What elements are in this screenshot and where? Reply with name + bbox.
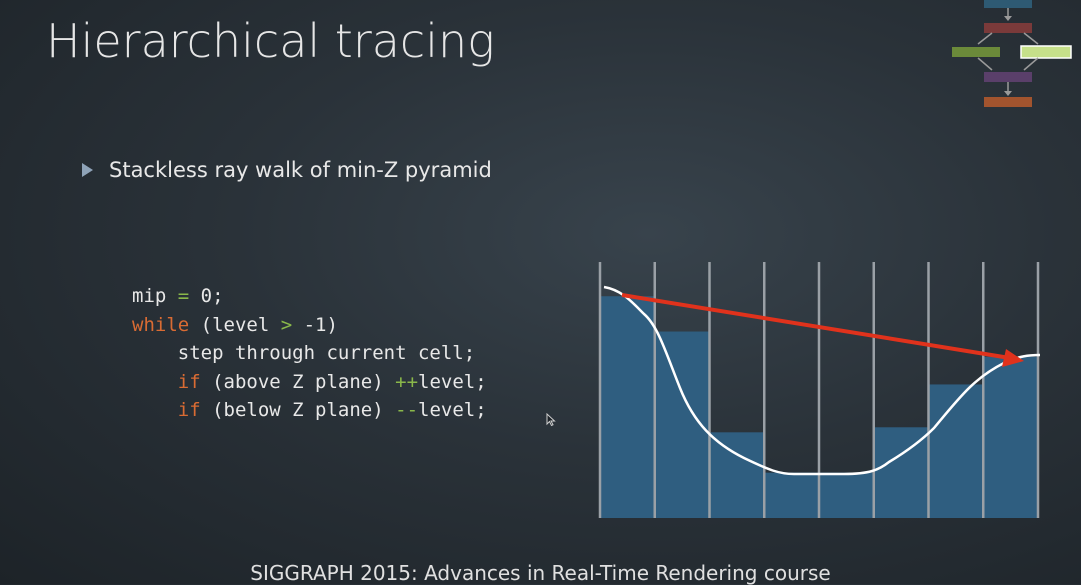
code-token: (above Z plane): [200, 370, 396, 393]
mini-bottom-box: [984, 97, 1032, 107]
code-operator: ++: [395, 370, 419, 393]
code-line-3: step through current cell;: [132, 339, 487, 368]
bullet-triangle-icon: [82, 163, 93, 177]
bullet-item: Stackless ray walk of min-Z pyramid: [82, 158, 492, 182]
code-token: (level: [189, 313, 281, 336]
code-token: (below Z plane): [200, 399, 396, 421]
mouse-cursor-icon: [546, 413, 556, 427]
code-block: mip = 0; while (level > -1) step through …: [132, 282, 487, 425]
slide-footer: SIGGRAPH 2015: Advances in Real-Time Ren…: [250, 561, 831, 585]
code-indent: [132, 371, 178, 393]
code-line-4: if (above Z plane) ++level;: [132, 368, 487, 397]
code-indent: [132, 399, 178, 421]
code-token: level;: [418, 370, 487, 393]
code-line-5: if (below Z plane) --level;: [132, 396, 487, 425]
mini-top-box: [984, 0, 1032, 8]
mini-purple-box: [984, 72, 1032, 82]
code-token: level;: [418, 399, 487, 421]
ray-arrowhead-icon: [1002, 349, 1024, 367]
mini-red-box: [984, 23, 1032, 33]
code-line-2: while (level > -1): [132, 311, 487, 340]
code-token: 0;: [189, 285, 224, 307]
pyramid-cell: [709, 432, 765, 518]
code-operator: >: [280, 313, 293, 336]
mini-left-box: [952, 47, 1000, 57]
code-token: mip: [132, 285, 178, 307]
min-z-pyramid-diagram: [598, 262, 1041, 518]
pyramid-cell: [928, 384, 984, 518]
bullet-text: Stackless ray walk of min-Z pyramid: [109, 158, 492, 182]
pyramid-cell: [819, 472, 874, 518]
code-keyword: while: [132, 313, 190, 336]
code-keyword: if: [177, 370, 201, 393]
pyramid-cell: [764, 472, 819, 518]
slide-title: Hierarchical tracing: [46, 14, 495, 68]
code-keyword: if: [177, 399, 201, 421]
depth-surface-curve: [603, 285, 1041, 476]
pipeline-mini-diagram: [952, 0, 1072, 107]
code-operator: --: [395, 399, 419, 421]
code-operator: =: [177, 285, 190, 307]
code-line-1: mip = 0;: [132, 282, 487, 311]
pyramid-cell: [983, 356, 1038, 518]
mini-right-box: [1020, 45, 1072, 59]
code-token: step through current cell;: [132, 342, 476, 364]
pyramid-cell: [600, 296, 655, 518]
code-token: -1): [292, 313, 338, 336]
ray-line: [621, 293, 1017, 361]
